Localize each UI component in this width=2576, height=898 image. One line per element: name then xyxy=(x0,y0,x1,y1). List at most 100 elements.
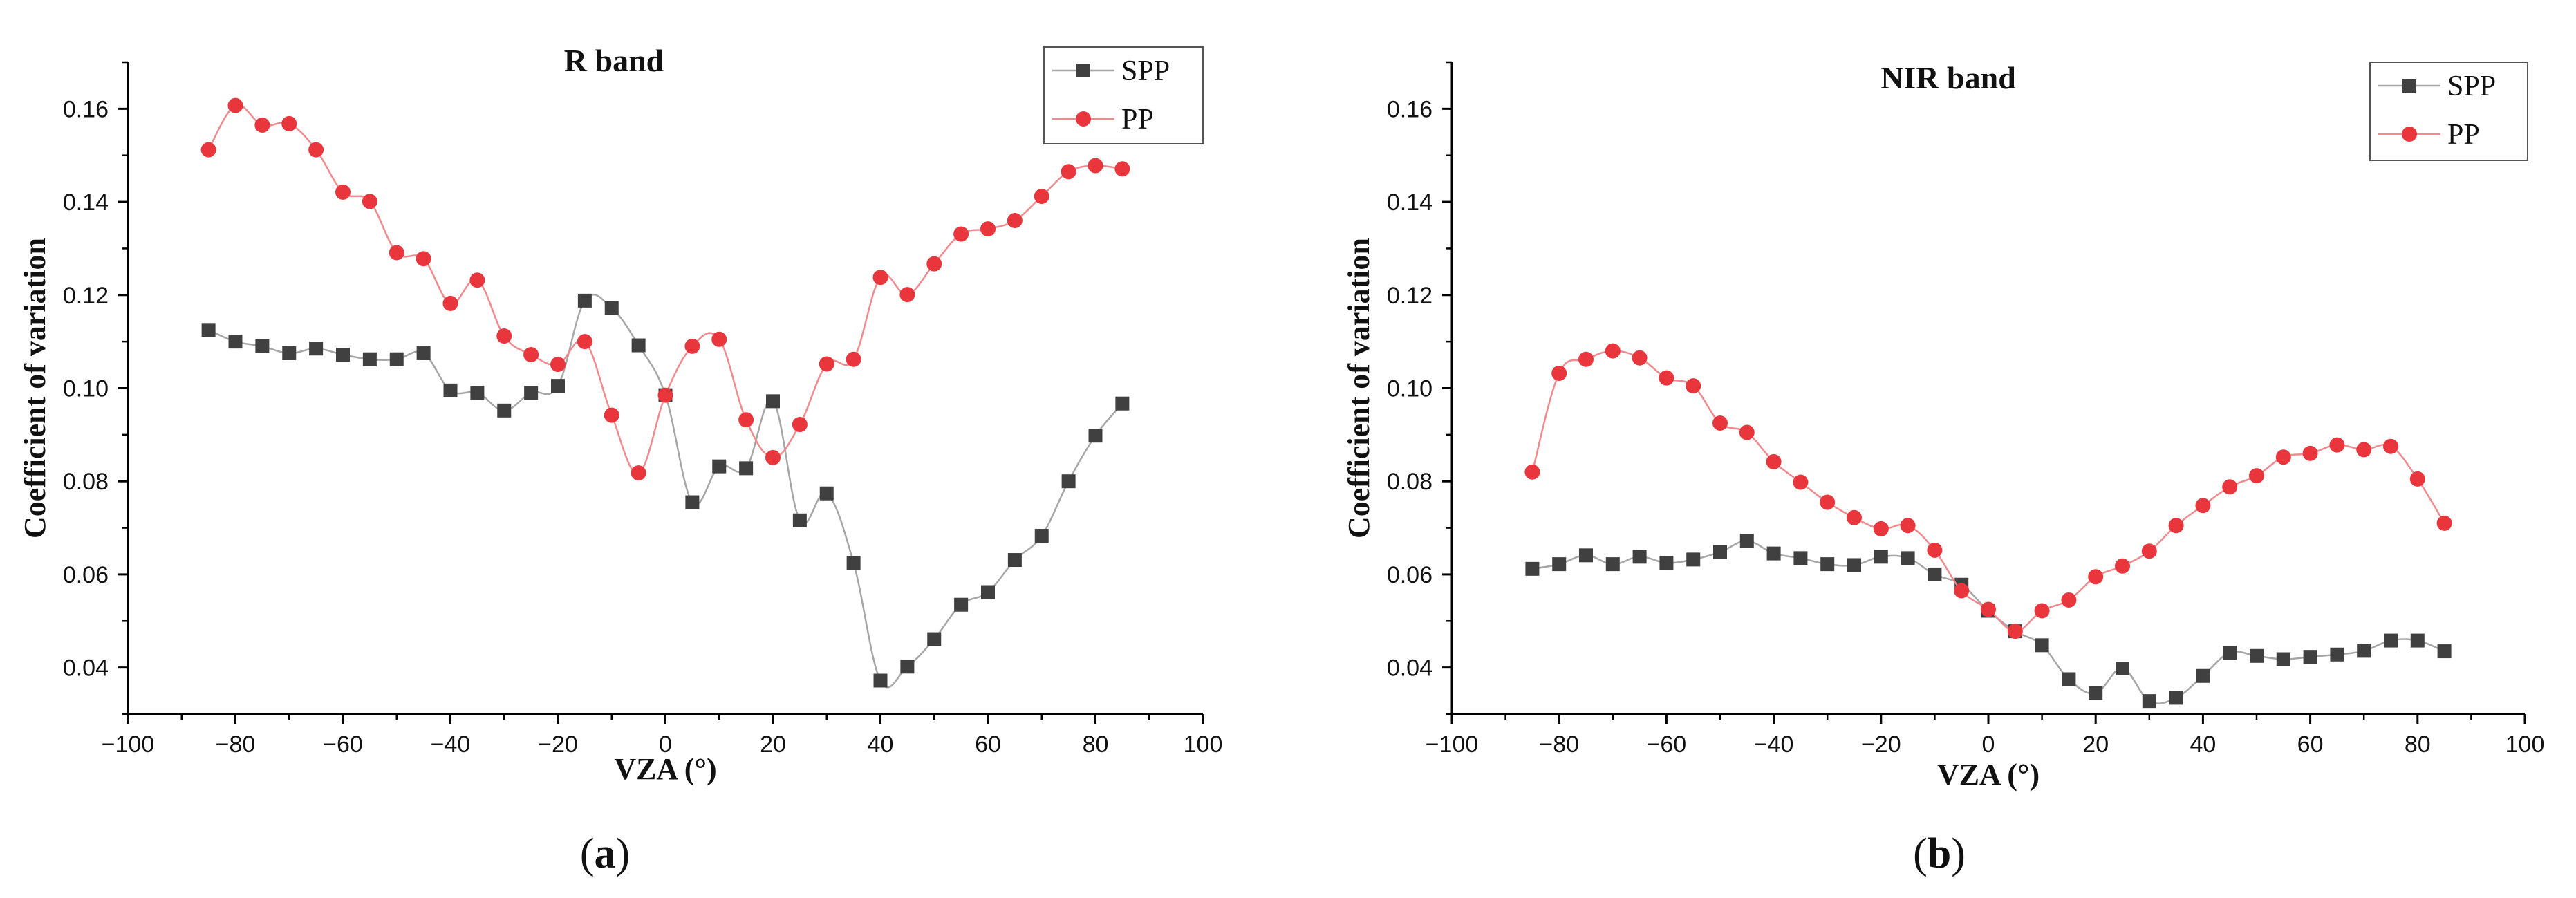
data-point-pp xyxy=(1061,164,1076,180)
data-point-pp xyxy=(1551,365,1567,381)
data-point-pp xyxy=(469,272,485,288)
y-axis-title: Coefficient of variation xyxy=(18,238,52,539)
data-point-spp xyxy=(524,386,539,400)
data-point-spp xyxy=(1928,567,1942,581)
data-point-spp xyxy=(255,339,270,353)
data-point-spp xyxy=(1874,550,1888,564)
panel-a: −100 −80 −60 −40 −20 0 20 40 60 80 100 0.04 0.06 0.08… xyxy=(18,43,1222,877)
x-tick-label: 80 xyxy=(2405,731,2431,758)
data-point-pp xyxy=(872,270,888,286)
data-point-spp xyxy=(631,338,646,353)
y-tick-label: 0.12 xyxy=(63,283,109,309)
data-point-pp xyxy=(1088,158,1103,174)
y-tick-label: 0.08 xyxy=(1387,469,1432,495)
data-point-pp xyxy=(1873,521,1889,536)
data-point-pp xyxy=(308,142,324,158)
data-point-pp xyxy=(281,115,297,131)
data-point-pp xyxy=(1900,518,1916,534)
y-tick-label: 0.16 xyxy=(1387,96,1432,122)
data-point-spp xyxy=(712,459,727,474)
data-point-spp xyxy=(2330,647,2344,662)
data-point-spp xyxy=(228,335,243,349)
data-point-pp xyxy=(711,331,727,347)
x-axis-title: VZA (°) xyxy=(1937,758,2040,792)
data-point-pp xyxy=(684,338,700,354)
data-point-pp xyxy=(2383,438,2398,454)
series-spp xyxy=(201,293,1130,689)
data-point-spp xyxy=(981,585,995,599)
x-tick-label: 40 xyxy=(2190,731,2216,758)
data-point-pp xyxy=(1766,453,1782,469)
data-point-spp xyxy=(2089,686,2103,700)
data-point-pp xyxy=(846,351,861,367)
data-point-pp xyxy=(1605,343,1621,359)
data-point-spp xyxy=(1793,551,1808,565)
data-point-pp xyxy=(496,328,512,344)
x-tick-label: −20 xyxy=(538,731,578,758)
data-point-spp xyxy=(1007,553,1022,568)
data-point-pp xyxy=(1820,494,1836,510)
x-tick-label: 0 xyxy=(1982,731,1995,758)
data-point-pp xyxy=(1524,464,1540,480)
data-point-spp xyxy=(2437,644,2452,659)
legend-label-pp: PP xyxy=(1121,104,1154,135)
x-tick-label: 100 xyxy=(2505,731,2545,758)
data-point-spp xyxy=(739,461,754,476)
x-tick-label: 100 xyxy=(1184,731,1223,758)
data-point-spp xyxy=(2410,633,2425,648)
data-point-spp xyxy=(2276,652,2290,666)
x-tick-label: −80 xyxy=(1539,731,1579,758)
legend-marker-pp xyxy=(1076,111,1091,127)
data-point-pp xyxy=(1927,542,1943,558)
data-point-spp xyxy=(2303,650,2317,664)
legend-label-spp: SPP xyxy=(1121,55,1170,87)
data-point-spp xyxy=(2142,694,2156,709)
legend: SPP PP xyxy=(1043,46,1204,144)
panel-label: (a) xyxy=(580,830,630,877)
data-point-pp xyxy=(389,245,404,261)
data-point-spp xyxy=(2196,668,2210,683)
data-point-pp xyxy=(227,97,243,113)
x-tick-label: 80 xyxy=(1083,731,1109,758)
data-point-pp xyxy=(1739,424,1755,440)
data-point-pp xyxy=(953,226,969,242)
data-point-pp xyxy=(550,357,566,373)
y-tick-label: 0.04 xyxy=(63,655,109,682)
data-point-spp xyxy=(362,352,377,366)
data-point-spp xyxy=(927,632,942,646)
series-line-pp xyxy=(207,104,1123,474)
y-tick-label: 0.04 xyxy=(1387,655,1432,682)
data-point-pp xyxy=(2222,479,2238,495)
y-tick-label: 0.08 xyxy=(63,469,109,495)
x-tick-label: 60 xyxy=(2297,731,2324,758)
legend-box xyxy=(1043,46,1204,144)
data-point-pp xyxy=(1007,213,1023,229)
data-point-pp xyxy=(604,407,619,423)
data-point-spp xyxy=(819,486,834,501)
legend-marker-pp xyxy=(2402,127,2417,142)
data-point-pp xyxy=(2061,592,2077,608)
data-point-spp xyxy=(2384,633,2398,648)
data-point-spp xyxy=(2035,638,2049,653)
data-point-pp xyxy=(1578,351,1594,367)
data-point-pp xyxy=(792,417,808,433)
data-point-pp xyxy=(2409,471,2425,487)
panel-label: (b) xyxy=(1913,830,1966,877)
data-point-spp xyxy=(1632,550,1647,564)
series-pp xyxy=(1524,343,2452,639)
data-point-pp xyxy=(657,387,673,403)
y-tick-label: 0.10 xyxy=(1387,376,1432,402)
data-point-pp xyxy=(980,221,996,237)
data-point-pp xyxy=(1712,415,1728,431)
legend-label-pp: PP xyxy=(2447,119,2480,151)
data-point-spp xyxy=(389,352,404,366)
data-point-spp xyxy=(846,556,861,570)
data-point-spp xyxy=(551,379,565,393)
data-point-pp xyxy=(2329,437,2345,453)
data-point-pp xyxy=(2115,558,2130,574)
y-tick-label: 0.06 xyxy=(63,562,109,588)
data-point-spp xyxy=(2169,691,2183,705)
data-point-spp xyxy=(2062,672,2076,686)
data-point-pp xyxy=(2275,449,2291,465)
